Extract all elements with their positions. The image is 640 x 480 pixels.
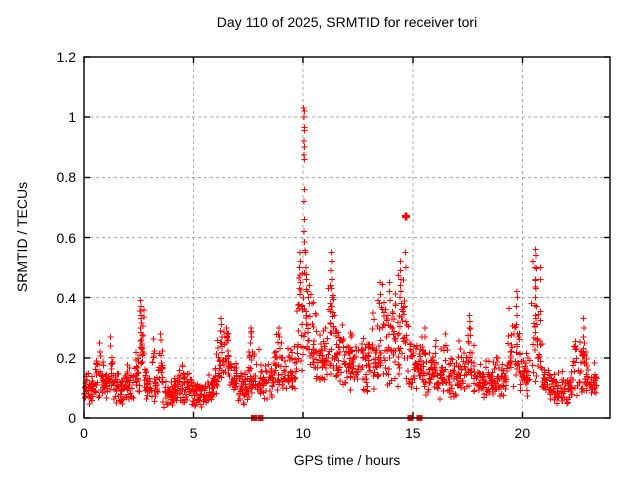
- x-axis-label: GPS time / hours: [293, 452, 401, 468]
- y-tick-label: 1: [68, 109, 76, 126]
- y-tick-label: 0.4: [56, 289, 76, 306]
- y-tick-label: 0.8: [56, 169, 76, 186]
- x-tick-label: 10: [295, 425, 311, 441]
- x-tick-label: 20: [514, 425, 531, 441]
- chart-title: Day 110 of 2025, SRMTID for receiver tor…: [216, 14, 478, 30]
- y-tick-label: 0.6: [56, 229, 76, 246]
- x-tick-label: 15: [404, 425, 421, 441]
- x-tick-label: 0: [80, 425, 88, 441]
- y-tick-label: 0: [68, 410, 76, 426]
- y-tick-label: 1.2: [56, 49, 76, 65]
- y-tick-label: 0.2: [56, 349, 76, 366]
- x-tick-label: 5: [189, 425, 198, 441]
